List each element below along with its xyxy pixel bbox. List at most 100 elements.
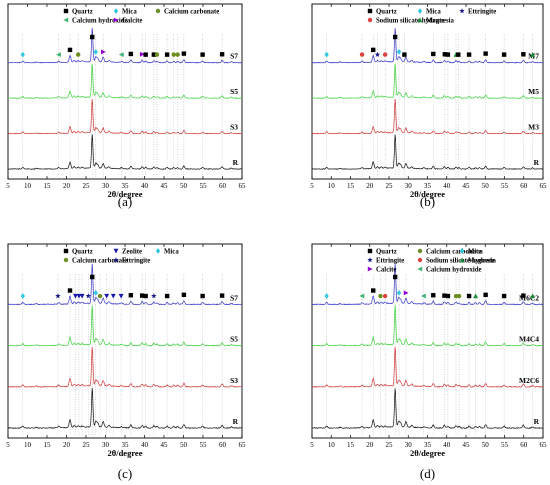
- x-tick-label: 20: [63, 182, 71, 190]
- x-tick-label: 10: [24, 441, 32, 449]
- panel-letter: (c): [118, 466, 132, 481]
- x-tick-label: 30: [405, 441, 413, 449]
- x-tick-label: 45: [463, 441, 471, 449]
- peak-marker-square: [219, 52, 225, 57]
- x-tick-label: 60: [219, 441, 227, 449]
- series-label-S7: S7: [230, 52, 238, 61]
- peak-marker-tri-down: [76, 293, 82, 299]
- peak-marker-diamond: [396, 49, 402, 55]
- series-label-S3: S3: [230, 376, 238, 385]
- x-tick-label: 35: [424, 182, 432, 190]
- peak-marker-tri-right: [403, 290, 409, 296]
- peak-marker-square: [67, 47, 73, 53]
- x-tick-label: 30: [102, 441, 110, 449]
- peak-marker-circle: [76, 52, 81, 57]
- peak-marker-square: [442, 52, 448, 57]
- x-tick-label: 40: [141, 441, 149, 449]
- legend-label: Calcium carbonate: [426, 248, 481, 255]
- peak-marker-tri-right: [139, 51, 145, 57]
- x-tick-label: 60: [520, 182, 528, 190]
- legend-marker: [155, 248, 161, 254]
- x-tick-label: 5: [6, 441, 10, 449]
- legend-marker: [63, 248, 69, 254]
- legend-label: Calcium hydroxide: [426, 266, 482, 273]
- legend-label: Sodium silicate hydrate: [376, 17, 444, 24]
- legend-marker: [417, 257, 423, 263]
- peak-marker-circle: [378, 293, 383, 299]
- peak-marker-square: [521, 293, 526, 298]
- x-tick-label: 25: [386, 441, 394, 449]
- peak-marker-square: [143, 293, 148, 299]
- series-line-M6C2: [311, 264, 544, 306]
- x-tick-label: 10: [24, 182, 32, 190]
- legend-label: Quartz: [72, 248, 93, 255]
- series-line-R: [311, 388, 544, 429]
- legend-label: Calcium carbonate: [164, 8, 219, 15]
- legend-label: Calcite: [122, 17, 142, 24]
- x-tick-label: 50: [180, 182, 188, 190]
- legend-label: Mica: [426, 8, 441, 15]
- legend-label: Mica: [468, 248, 483, 255]
- peak-marker-tri-left: [359, 293, 365, 299]
- series-label-R: R: [233, 158, 239, 167]
- peak-marker-diamond: [93, 49, 98, 55]
- peak-marker-square: [164, 52, 170, 57]
- x-tick-label: 30: [405, 182, 413, 190]
- peak-marker-square: [501, 293, 507, 299]
- x-tick-label: 5: [6, 182, 10, 190]
- legend-label: Ettringite: [468, 8, 496, 15]
- series-line-R: [7, 387, 242, 429]
- peak-marker-star: [55, 293, 61, 299]
- series-label-S5: S5: [230, 87, 238, 96]
- peak-marker-square: [483, 292, 488, 298]
- peak-marker-square: [431, 51, 436, 57]
- series-label-R: R: [534, 417, 540, 426]
- legend-marker: [113, 248, 119, 254]
- peak-marker-square: [90, 274, 95, 280]
- series-line-M3: [311, 98, 544, 135]
- series-line-S7: [7, 263, 243, 306]
- peak-marker-square: [466, 52, 472, 57]
- peak-marker-square: [90, 34, 95, 40]
- legend-marker: [367, 266, 373, 272]
- peak-marker-circle: [382, 293, 388, 299]
- x-tick-label: 60: [520, 441, 528, 449]
- legend-marker: [113, 8, 119, 14]
- x-tick-label: 35: [424, 441, 432, 449]
- series-label-M2C6: M2C6: [519, 376, 539, 385]
- legend-label: Sodium silicate hydrate: [426, 257, 494, 264]
- peak-marker-circle: [382, 52, 388, 57]
- legend-label: Quartz: [72, 8, 93, 15]
- series-label-R: R: [233, 417, 239, 426]
- legend-marker: [367, 8, 373, 14]
- series-label-M4C4: M4C4: [519, 335, 539, 344]
- series-line-M7: [311, 28, 544, 64]
- x-tick-label: 30: [102, 182, 110, 190]
- series-line-S5: [7, 63, 243, 100]
- plot-frame: [311, 3, 544, 180]
- legend-label: Quartz: [376, 248, 397, 255]
- peak-marker-square: [466, 293, 472, 299]
- x-axis-label: 2θ/degree: [108, 448, 143, 458]
- x-tick-label: 65: [239, 441, 247, 449]
- peak-marker-circle: [456, 293, 462, 299]
- series-line-M5: [311, 63, 544, 99]
- peak-marker-square: [371, 288, 376, 293]
- peak-marker-circle: [175, 52, 180, 57]
- x-tick-label: 25: [83, 182, 91, 190]
- x-axis-label: 2θ/degree: [108, 189, 143, 199]
- chart-panel-3: 5 10 15 20 25 30 35 40 45 50 55 60 65 2θ/degree (c) R S3…: [6, 243, 247, 481]
- peak-marker-diamond: [324, 293, 329, 299]
- x-tick-label: 45: [161, 441, 169, 449]
- plot-frame: [7, 3, 243, 180]
- x-tick-label: 55: [200, 182, 208, 190]
- legend-marker: [63, 257, 69, 263]
- legend-label: Mica: [122, 8, 137, 15]
- x-tick-label: 55: [501, 441, 509, 449]
- x-tick-label: 20: [366, 441, 374, 449]
- x-axis-label: 2θ/degree: [410, 448, 445, 458]
- panel-letter: (d): [420, 466, 435, 481]
- peak-marker-square: [431, 293, 436, 298]
- peak-marker-circle: [171, 52, 176, 57]
- series-line-S3: [7, 346, 243, 388]
